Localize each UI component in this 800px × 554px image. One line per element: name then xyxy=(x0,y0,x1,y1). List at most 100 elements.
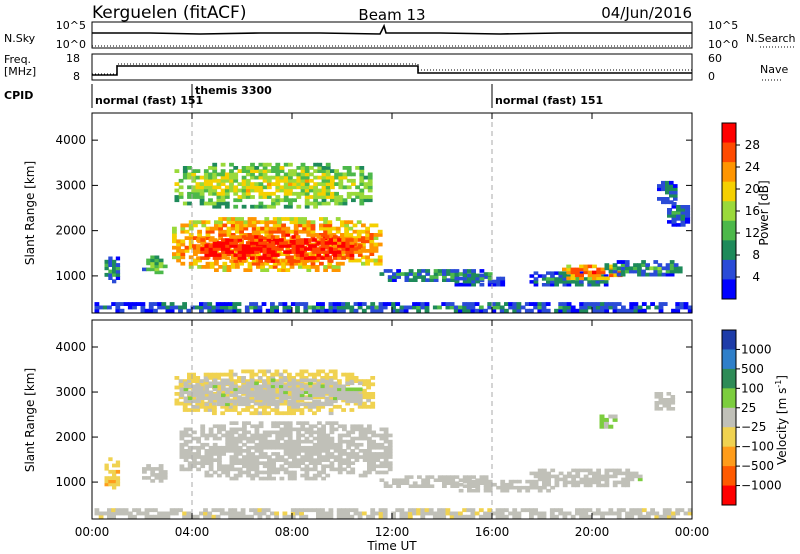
power-cell xyxy=(467,276,472,281)
velocity-cell xyxy=(333,445,339,450)
velocity-cell xyxy=(291,404,296,409)
velocity-cell xyxy=(237,387,243,392)
velocity-cell xyxy=(471,482,476,487)
velocity-cell xyxy=(258,393,263,398)
power-cell xyxy=(293,226,299,231)
power-cell xyxy=(277,223,282,228)
velocity-cell xyxy=(250,390,255,395)
velocity-cell xyxy=(229,464,235,469)
power-cell xyxy=(191,195,197,199)
velocity-cell xyxy=(546,474,551,479)
velocity-cell xyxy=(600,483,606,488)
power-cell xyxy=(174,188,180,193)
velocity-cell xyxy=(254,455,260,459)
power-cell xyxy=(359,188,365,193)
velocity-cell xyxy=(308,449,314,453)
velocity-cell xyxy=(304,476,310,481)
power-cell xyxy=(673,269,679,274)
velocity-cell xyxy=(196,436,201,441)
power-cell xyxy=(184,223,190,228)
velocity-cell xyxy=(316,399,322,404)
power-cell xyxy=(641,308,647,313)
velocity-cell xyxy=(467,488,472,493)
velocity-cell xyxy=(328,387,334,392)
power-cell xyxy=(366,305,371,310)
velocity-cell xyxy=(337,455,343,459)
velocity-cell xyxy=(187,449,193,453)
power-cell xyxy=(295,238,301,242)
velocity-cell xyxy=(367,427,372,432)
power-cell xyxy=(300,191,306,196)
power-cell xyxy=(365,239,370,244)
power-cell xyxy=(266,182,272,186)
velocity-cell xyxy=(517,485,522,490)
velocity-cell xyxy=(225,445,231,450)
velocity-cell xyxy=(299,384,305,389)
power-cell xyxy=(325,182,331,186)
power-cell xyxy=(653,272,659,277)
power-cell xyxy=(241,182,247,186)
velocity-cell xyxy=(195,379,201,383)
power-cell xyxy=(357,305,363,310)
velocity-cell xyxy=(621,483,626,488)
velocity-cell xyxy=(367,424,372,429)
power-cell xyxy=(334,191,339,196)
velocity-cell xyxy=(183,390,189,395)
power-cell xyxy=(496,282,501,287)
power-cell xyxy=(424,302,430,306)
velocity-cell xyxy=(345,401,351,406)
velocity-cell xyxy=(375,470,381,475)
power-cell xyxy=(344,233,349,237)
velocity-cell xyxy=(295,508,300,513)
power-cell xyxy=(176,242,181,247)
velocity-cell xyxy=(337,464,343,469)
power-cell xyxy=(144,308,150,313)
power-cell xyxy=(367,185,373,190)
power-cell xyxy=(249,305,254,310)
power-cell xyxy=(193,258,198,263)
velocity-cell xyxy=(321,424,326,429)
power-cell xyxy=(154,264,160,269)
velocity-cell xyxy=(349,396,355,401)
power-cell xyxy=(334,201,339,206)
velocity-cell xyxy=(517,479,522,484)
velocity-cell xyxy=(275,455,281,459)
velocity-cell xyxy=(162,473,168,477)
velocity-cell xyxy=(320,369,326,374)
power-cell xyxy=(369,245,375,250)
power-cell xyxy=(180,249,186,253)
velocity-cell xyxy=(537,474,543,479)
power-cell xyxy=(357,244,363,248)
power-cell xyxy=(199,182,205,186)
power-cell xyxy=(324,244,330,248)
velocity-cell xyxy=(537,477,543,482)
velocity-cell xyxy=(345,390,351,395)
velocity-cell xyxy=(370,376,376,380)
power-cell xyxy=(237,238,243,242)
velocity-cell xyxy=(221,449,226,453)
power-cell xyxy=(524,302,530,306)
power-cell xyxy=(224,302,229,306)
velocity-cell xyxy=(325,455,331,459)
velocity-cell xyxy=(258,390,263,395)
power-cell xyxy=(268,229,274,234)
power-cell xyxy=(262,175,268,180)
power-cell xyxy=(346,178,352,183)
power-cell xyxy=(191,172,197,177)
velocity-cell xyxy=(312,461,318,465)
velocity-cell xyxy=(403,511,409,516)
velocity-cell xyxy=(187,433,193,438)
velocity-cell xyxy=(320,404,326,409)
power-cell xyxy=(235,229,240,234)
velocity-cell xyxy=(595,511,601,516)
power-cell xyxy=(298,261,303,266)
velocity-cell xyxy=(379,461,385,465)
velocity-cell xyxy=(266,396,272,401)
power-cell xyxy=(332,305,338,310)
power-cell xyxy=(201,223,207,228)
velocity-cell xyxy=(290,511,296,516)
velocity-cell xyxy=(112,479,117,484)
power-cell xyxy=(225,256,230,260)
power-cell xyxy=(330,195,335,199)
power-cell xyxy=(334,175,339,180)
